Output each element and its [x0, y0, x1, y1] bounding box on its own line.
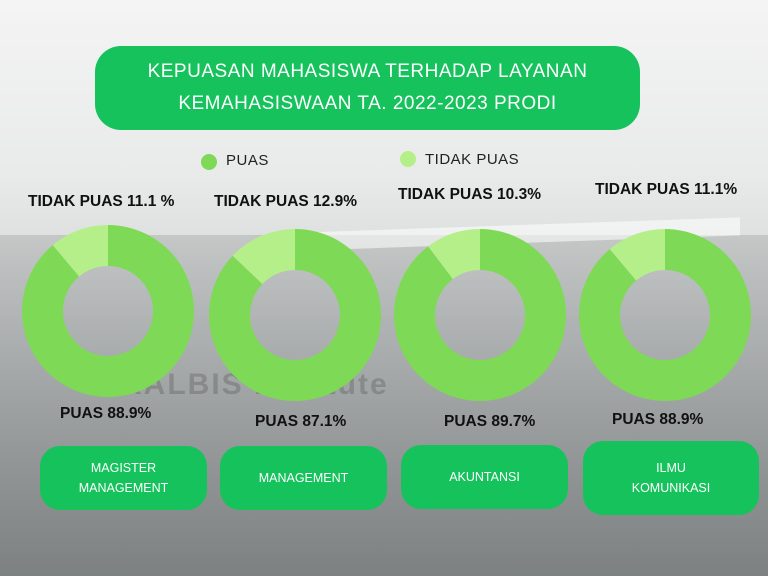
donut-4-slice-tidak-puas	[609, 229, 665, 281]
title-line-1: KEPUASAN MAHASISWA TERHADAP LAYANAN	[147, 61, 588, 82]
legend-tidak-puas-label: TIDAK PUAS	[425, 151, 520, 168]
background-building	[0, 235, 768, 576]
donut-4-puas-label: PUAS 88.9%	[612, 411, 704, 428]
donut-1-tidak-puas-label: TIDAK PUAS 11.1 %	[28, 193, 175, 210]
donut-3-slice-tidak-puas	[428, 229, 480, 280]
program-1-line-2: MANAGEMENT	[78, 481, 169, 495]
program-4-line-2: KOMUNIKASI	[631, 481, 711, 495]
donut-3-slice-puas	[394, 229, 566, 401]
program-3-line-1: AKUNTANSI	[449, 470, 520, 484]
legend-puas-label: PUAS	[226, 152, 269, 169]
program-pill-magister-management: MAGISTER MANAGEMENT	[40, 446, 207, 510]
program-pill-management: MANAGEMENT	[220, 446, 387, 510]
donut-3-puas-label: PUAS 89.7%	[444, 413, 536, 430]
program-pill-ilmu-komunikasi: ILMU KOMUNIKASI	[583, 441, 759, 515]
donut-2-tidak-puas-label: TIDAK PUAS 12.9%	[214, 193, 357, 210]
program-4-line-1: ILMU	[656, 461, 686, 475]
title-banner: KEPUASAN MAHASISWA TERHADAP LAYANAN KEMA…	[95, 46, 640, 130]
legend-tidak-puas-swatch	[400, 151, 416, 167]
program-2-line-1: MANAGEMENT	[258, 471, 349, 485]
donut-1-puas-label: PUAS 88.9%	[60, 405, 152, 422]
donut-2-puas-label: PUAS 87.1%	[255, 413, 347, 430]
program-pill-akuntansi: AKUNTANSI	[401, 445, 568, 509]
donut-4-slice-puas	[579, 229, 752, 401]
donut-3-tidak-puas-label: TIDAK PUAS 10.3%	[398, 186, 541, 203]
donut-1-slice-puas	[21, 225, 195, 398]
donut-1-slice-tidak-puas	[52, 225, 108, 277]
legend-puas-swatch	[201, 154, 217, 170]
program-1-line-1: MAGISTER	[90, 461, 157, 475]
title-line-2: KEMAHASISWAAN TA. 2022-2023 PRODI	[178, 93, 557, 114]
donut-2-slice-tidak-puas	[232, 229, 295, 284]
donut-4-tidak-puas-label: TIDAK PUAS 11.1%	[595, 181, 738, 198]
donut-2-slice-puas	[208, 229, 381, 402]
